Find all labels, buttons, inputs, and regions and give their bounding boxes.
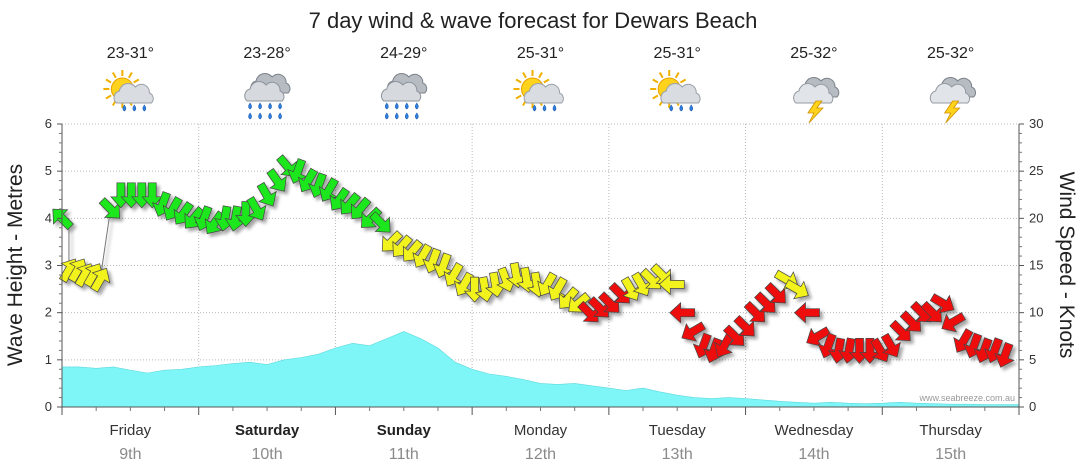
y2-tick-label: 5: [1029, 352, 1036, 367]
wind-arrow: [204, 210, 226, 235]
day-name-label: Tuesday: [649, 422, 706, 439]
wind-arrow: [516, 266, 538, 293]
wind-arrow: [443, 262, 464, 287]
grid-lines: [62, 123, 1019, 408]
wind-arrow: [505, 261, 528, 289]
rain-cloud-icon: [244, 73, 291, 120]
wind-arrow: [98, 197, 121, 219]
wind-arrow: [90, 267, 111, 293]
wind-arrow: [287, 158, 308, 184]
daily-header: 23-31° 23-28° 24-29° 25-31° 25-31° 25-32° 25-3…: [103, 45, 976, 124]
wind-arrow: [52, 208, 74, 231]
day-temp-label: 25-32°: [790, 45, 837, 62]
day-name-label: Sunday: [377, 422, 432, 439]
y2-tick-label: 25: [1029, 163, 1043, 178]
day-date-label: 14th: [798, 446, 829, 463]
y-tick-label: 3: [45, 258, 52, 273]
wind-arrow: [889, 319, 911, 342]
wind-arrow: [631, 271, 652, 297]
day-name-label: Monday: [514, 422, 568, 439]
y-tick-label: 1: [45, 352, 52, 367]
sun-cloud-showers-icon: [650, 70, 701, 112]
y-tick-label: 2: [45, 305, 52, 320]
rain-cloud-icon: [380, 73, 428, 120]
day-temp-label: 25-32°: [927, 45, 974, 62]
wind-arrow: [899, 310, 922, 332]
axes: 0 1 2 3 4 5 6 0 5 10 15 20 25 30 Friday 9th Saturday 10th…: [45, 116, 1044, 463]
y2-tick-label: 15: [1029, 258, 1043, 273]
day-date-label: 10th: [252, 446, 283, 463]
y2-tick-label: 20: [1029, 210, 1043, 225]
y2-tick-label: 0: [1029, 399, 1036, 414]
day-name-label: Friday: [110, 422, 152, 439]
wind-arrow: [608, 281, 630, 304]
wind-connector: [99, 208, 112, 280]
wind-arrow: [266, 167, 287, 192]
day-date-label: 13th: [662, 446, 693, 463]
wind-arrow: [577, 300, 599, 323]
wind-arrow: [920, 300, 942, 323]
y-tick-label: 0: [45, 399, 52, 414]
day-name-label: Saturday: [235, 422, 300, 439]
sun-cloud-showers-icon: [513, 70, 564, 112]
wind-arrow: [754, 291, 776, 313]
wind-arrow: [597, 291, 620, 313]
day-date-label: 12th: [525, 446, 556, 463]
wind-arrow: [784, 279, 809, 300]
wind-arrow: [806, 326, 831, 347]
day-temp-label: 23-28°: [243, 45, 290, 62]
wave-height-area: [61, 331, 1020, 408]
chart-title: 7 day wind & wave forecast for Dewars Be…: [309, 8, 758, 33]
y2-tick-label: 30: [1029, 116, 1043, 131]
y2-tick-label: 10: [1029, 305, 1043, 320]
day-name-label: Thursday: [919, 422, 982, 439]
wind-arrow: [224, 205, 246, 232]
wind-arrow: [870, 337, 891, 363]
wind-arrow-series: [52, 154, 1015, 368]
y-tick-label: 4: [45, 210, 52, 225]
wind-arrow: [432, 252, 453, 279]
wind-arrow: [793, 301, 820, 324]
wind-arrow: [880, 332, 901, 358]
storm-cloud-icon: [793, 77, 840, 124]
wind-arrow: [994, 342, 1015, 368]
wind-arrow: [547, 276, 568, 301]
wind-arrow: [141, 182, 163, 209]
wind-arrow: [669, 301, 696, 324]
y-axis-label: Wave Height - Metres: [4, 164, 27, 366]
day-name-label: Wednesday: [774, 422, 853, 439]
wind-arrow: [256, 181, 277, 207]
day-temp-label: 25-31°: [517, 45, 564, 62]
wave-height-series: [61, 331, 1020, 408]
y-tick-label: 5: [45, 163, 52, 178]
wind-arrow: [722, 324, 745, 346]
wind-arrow: [714, 332, 735, 358]
storm-cloud-icon: [929, 77, 976, 124]
y-tick-label: 6: [45, 116, 52, 131]
day-temp-label: 25-31°: [654, 45, 701, 62]
wind-arrow: [246, 196, 267, 221]
wind-arrow: [369, 211, 391, 233]
wind-arrow: [454, 271, 475, 297]
wind-arrow: [318, 177, 339, 202]
wind-arrow: [681, 321, 706, 342]
day-temp-label: 23-31°: [107, 45, 154, 62]
day-date-label: 9th: [119, 446, 141, 463]
wind-arrow: [658, 273, 685, 296]
wind-arrow: [743, 300, 766, 323]
sun-cloud-showers-icon: [103, 70, 154, 112]
credit-text: www.seabreeze.com.au: [918, 393, 1015, 403]
day-date-label: 15th: [935, 446, 966, 463]
wind-arrow: [929, 293, 955, 314]
wind-arrow: [941, 312, 966, 333]
day-date-label: 11th: [389, 446, 419, 463]
day-temp-label: 24-29°: [380, 45, 427, 62]
wind-arrow: [620, 276, 641, 301]
wind-arrow: [764, 281, 786, 304]
y2-axis-label: Wind Speed - Knots: [1055, 172, 1078, 359]
wind-arrow: [733, 314, 755, 337]
